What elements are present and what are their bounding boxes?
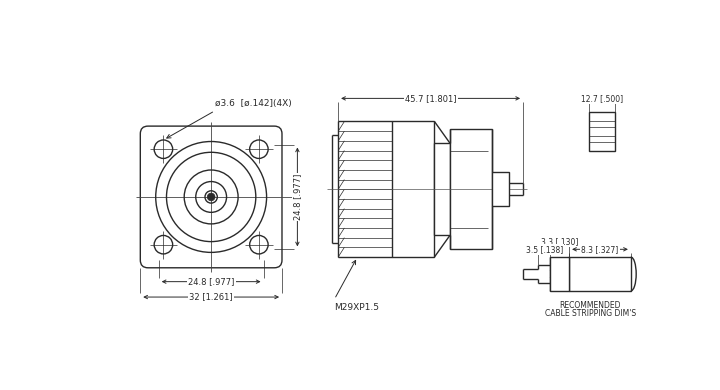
Bar [392, 122, 434, 257]
Circle shape [207, 193, 215, 201]
Text: CABLE STRIPPING DIM'S: CABLE STRIPPING DIM'S [545, 309, 636, 318]
Text: 32 [1.261]: 32 [1.261] [189, 292, 233, 301]
Text: M29XP1.5: M29XP1.5 [334, 303, 379, 312]
Text: ø3.6  [ø.142](4X): ø3.6 [ø.142](4X) [215, 99, 292, 108]
Text: 24.8 [.977]: 24.8 [.977] [293, 174, 302, 220]
Bar [570, 257, 631, 291]
Bar [589, 112, 616, 151]
Text: 24.8 [.977]: 24.8 [.977] [188, 277, 234, 286]
Bar [492, 172, 509, 206]
Text: 45.7 [1.801]: 45.7 [1.801] [405, 94, 456, 103]
Bar [450, 129, 492, 249]
Text: RECOMMENDED: RECOMMENDED [559, 301, 621, 310]
Text: 8.3 [.327]: 8.3 [.327] [581, 245, 618, 254]
Text: 3.5 [.138]: 3.5 [.138] [526, 245, 563, 254]
FancyBboxPatch shape [140, 126, 282, 268]
Text: 3.3 [.130]: 3.3 [.130] [541, 237, 578, 246]
Text: 12.7 [.500]: 12.7 [.500] [581, 94, 624, 103]
Bar [434, 143, 450, 236]
Bar [550, 257, 570, 291]
